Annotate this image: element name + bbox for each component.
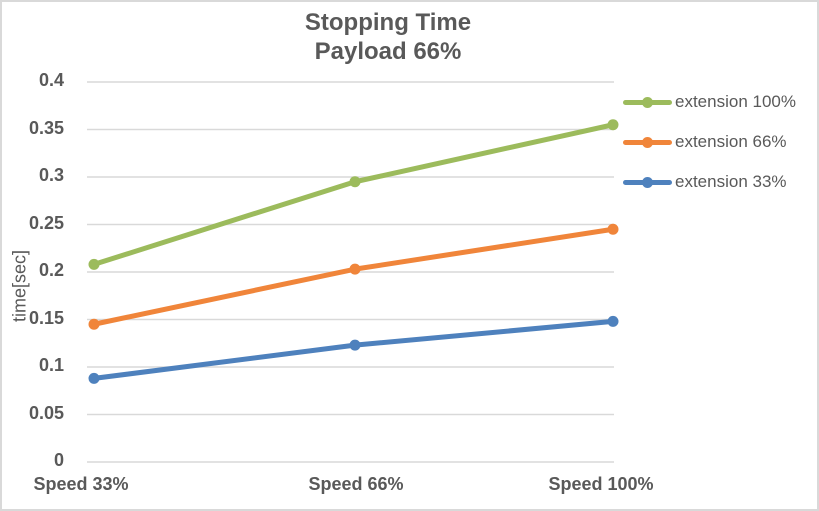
data-point-extension-33- [88,372,100,384]
y-tick-label: 0.1 [38,355,64,375]
series-line-extension-66- [91,226,616,327]
y-tick-label: 0 [53,450,64,470]
data-point-extension-33- [349,339,361,351]
chart-subtitle: Payload 66% [314,38,462,65]
legend-label-extension-66: extension 66% [675,132,787,151]
data-point-extension-100- [88,258,100,270]
data-point-extension-100- [607,119,619,131]
legend-item-extension-66: extension 66% [623,131,787,153]
legend-marker-extension-100-icon [623,96,672,108]
x-tick-label-speed-100: Speed 100% [548,474,654,494]
legend-label-extension-100: extension 100% [675,92,796,111]
y-tick-label: 0.2 [38,260,64,280]
y-tick-label: 0.15 [28,307,64,328]
legend-label-extension-33: extension 33% [675,172,787,191]
data-point-extension-33- [607,315,619,327]
data-point-extension-66- [88,318,100,330]
y-tick-label: 0.35 [28,117,64,138]
legend-item-extension-33: extension 33% [623,171,787,193]
y-tick-label: 0.05 [28,402,64,423]
data-point-extension-100- [349,176,361,188]
legend-marker-extension-33-icon [623,176,672,188]
legend-marker-extension-66-icon [623,136,672,148]
chart-title: Stopping Time [304,9,472,36]
y-tick-label: 0.3 [38,165,64,185]
x-tick-label-speed-33: Speed 33% [33,474,129,494]
data-point-extension-66- [607,223,619,235]
x-tick-label-speed-66: Speed 66% [308,474,404,494]
data-point-extension-66- [349,263,361,275]
chart-title-block: Stopping Time Payload 66% [2,8,774,66]
legend-item-extension-100: extension 100% [623,91,796,113]
y-tick-label: 0.25 [28,212,64,233]
y-tick-label: 0.4 [38,70,64,90]
